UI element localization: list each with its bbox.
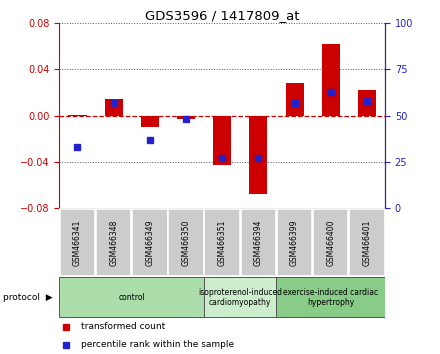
Text: transformed count: transformed count xyxy=(81,322,165,331)
FancyBboxPatch shape xyxy=(168,209,204,276)
Text: exercise-induced cardiac
hypertrophy: exercise-induced cardiac hypertrophy xyxy=(283,288,378,307)
Bar xyxy=(141,116,159,127)
Text: GSM466349: GSM466349 xyxy=(145,219,154,266)
Bar xyxy=(322,44,340,116)
Text: protocol  ▶: protocol ▶ xyxy=(3,293,53,302)
FancyBboxPatch shape xyxy=(349,209,385,276)
Text: control: control xyxy=(118,293,145,302)
Bar xyxy=(286,83,304,116)
Bar xyxy=(177,116,195,119)
FancyBboxPatch shape xyxy=(132,209,168,276)
Bar xyxy=(358,90,376,116)
FancyBboxPatch shape xyxy=(96,209,132,276)
Text: percentile rank within the sample: percentile rank within the sample xyxy=(81,340,234,349)
Text: GSM466350: GSM466350 xyxy=(182,219,191,266)
Bar xyxy=(69,115,87,116)
FancyBboxPatch shape xyxy=(59,278,204,317)
FancyBboxPatch shape xyxy=(313,209,348,276)
FancyBboxPatch shape xyxy=(241,209,276,276)
Text: GSM466399: GSM466399 xyxy=(290,219,299,266)
FancyBboxPatch shape xyxy=(60,209,95,276)
Text: isoproterenol-induced
cardiomyopathy: isoproterenol-induced cardiomyopathy xyxy=(198,288,282,307)
Text: GSM466400: GSM466400 xyxy=(326,219,335,266)
FancyBboxPatch shape xyxy=(276,278,385,317)
Text: GSM466341: GSM466341 xyxy=(73,219,82,266)
Text: GSM466348: GSM466348 xyxy=(109,219,118,266)
FancyBboxPatch shape xyxy=(204,278,276,317)
Text: GSM466394: GSM466394 xyxy=(254,219,263,266)
Text: GSM466351: GSM466351 xyxy=(218,219,227,266)
Bar xyxy=(105,99,123,116)
Bar xyxy=(249,116,268,194)
FancyBboxPatch shape xyxy=(205,209,240,276)
Bar xyxy=(213,116,231,165)
Text: GSM466401: GSM466401 xyxy=(363,219,371,266)
FancyBboxPatch shape xyxy=(277,209,312,276)
Title: GDS3596 / 1417809_at: GDS3596 / 1417809_at xyxy=(145,9,300,22)
